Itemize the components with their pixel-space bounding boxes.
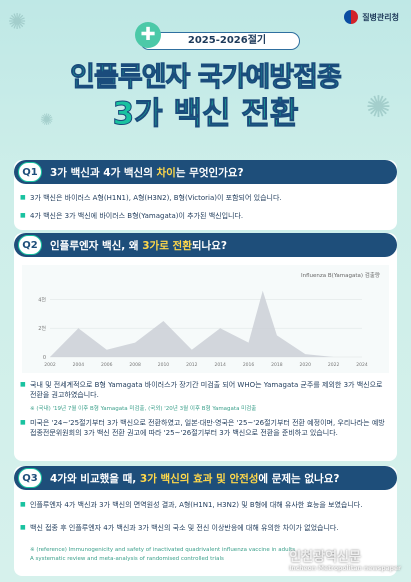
x-tick-label: 2022: [328, 362, 340, 368]
virus-decoration-icon: ✺: [8, 10, 27, 35]
q2-bullet-2: 미국은 '24~'25절기부터 3가 백신으로 전환하였고, 일본·대만·영국은…: [20, 418, 385, 438]
yamagata-chart: Influenza B(Yamagata) 검출량 0 2천 4천 2002 2004 2…: [22, 265, 389, 373]
q1-bullet-2: 4가 백신은 3가 백신에 바이러스 B형(Yamagata)이 추가된 백신입…: [20, 211, 385, 221]
q1-question: 3가 백신과 4가 백신의 차이는 무엇인가요?: [50, 166, 244, 179]
y-tick-label: 0: [43, 355, 46, 361]
q2-badge: Q2: [18, 235, 42, 255]
x-tick-label: 2014: [214, 362, 226, 368]
q3-question: 4가와 비교했을 때, 3가 백신의 효과 및 안전성에 문제는 없나요?: [50, 472, 340, 485]
q3-bullet-2: 백신 접종 후 인플루엔자 4가 백신과 3가 백신의 국소 및 전신 이상반응…: [20, 523, 385, 533]
x-tick-label: 2010: [158, 362, 170, 368]
q3-note-1: ※ (reference) Immunogenicity and safety …: [30, 547, 296, 553]
q3-bullet-1: 인플루엔자 4가 백신과 3가 백신의 면역원성 결과, A형(H1N1, H3…: [20, 500, 385, 510]
q3-note-2: A systematic review and meta-analysis of…: [30, 556, 224, 562]
x-tick-label: 2008: [129, 362, 141, 368]
x-tick-label: 2016: [243, 362, 255, 368]
virus-decoration-icon: ✺: [40, 110, 54, 129]
q2-question-bar: Q2 인플루엔자 백신, 왜 3가로 전환되나요?: [14, 233, 397, 257]
page-subtitle: 3가 백신 전환: [112, 96, 299, 133]
x-tick-label: 2004: [73, 362, 85, 368]
q2-bullet-1: 국내 및 전세계적으로 B형 Yamagata 바이러스가 장기간 미검출 되어…: [20, 380, 385, 400]
x-tick-label: 2012: [186, 362, 198, 368]
q1-badge: Q1: [18, 162, 42, 182]
x-tick-label: 2002: [44, 362, 56, 368]
x-tick-label: 2006: [101, 362, 113, 368]
medical-cross-icon: ✚: [135, 22, 161, 48]
agency-logo: 질병관리청: [344, 10, 399, 24]
q3-question-bar: Q3 4가와 비교했을 때, 3가 백신의 효과 및 안전성에 문제는 없나요?: [14, 466, 397, 490]
season-label: 2025-2026절기: [140, 32, 300, 50]
taegeuk-icon: [344, 10, 359, 24]
q1-bullet-1: 3가 백신은 바이러스 A형(H1N1), A형(H3N2), B형(Victo…: [20, 193, 385, 203]
virus-decoration-icon: ✺: [365, 90, 391, 125]
x-tick-label: 2024: [356, 362, 368, 368]
chart-title: Influenza B(Yamagata) 검출량: [301, 271, 380, 279]
q3-badge: Q3: [18, 468, 42, 488]
agency-name: 질병관리청: [362, 12, 399, 22]
page-title: 인플루엔자 국가예방접종: [70, 62, 343, 94]
x-tick-label: 2020: [300, 362, 312, 368]
y-tick-label: 2천: [38, 325, 46, 332]
q1-question-bar: Q1 3가 백신과 4가 백신의 차이는 무엇인가요?: [14, 160, 397, 184]
chart-svg: Influenza B(Yamagata) 검출량 0 2천 4천 2002 2004 2…: [38, 271, 380, 368]
watermark-sub: Incheon Metropolitan newspaper: [289, 565, 401, 572]
q2-question: 인플루엔자 백신, 왜 3가로 전환되나요?: [50, 239, 227, 252]
watermark: 인천광역신문 Incheon Metropolitan newspaper: [289, 546, 401, 572]
x-tick-label: 2018: [271, 362, 283, 368]
series-yamagata: [50, 290, 362, 357]
y-tick-label: 4천: [38, 296, 46, 303]
watermark-main: 인천광역신문: [289, 550, 361, 565]
q2-note: ※ (국내) '19년 7월 이후 B형 Yamagata 미검출, (국외) …: [30, 406, 257, 412]
